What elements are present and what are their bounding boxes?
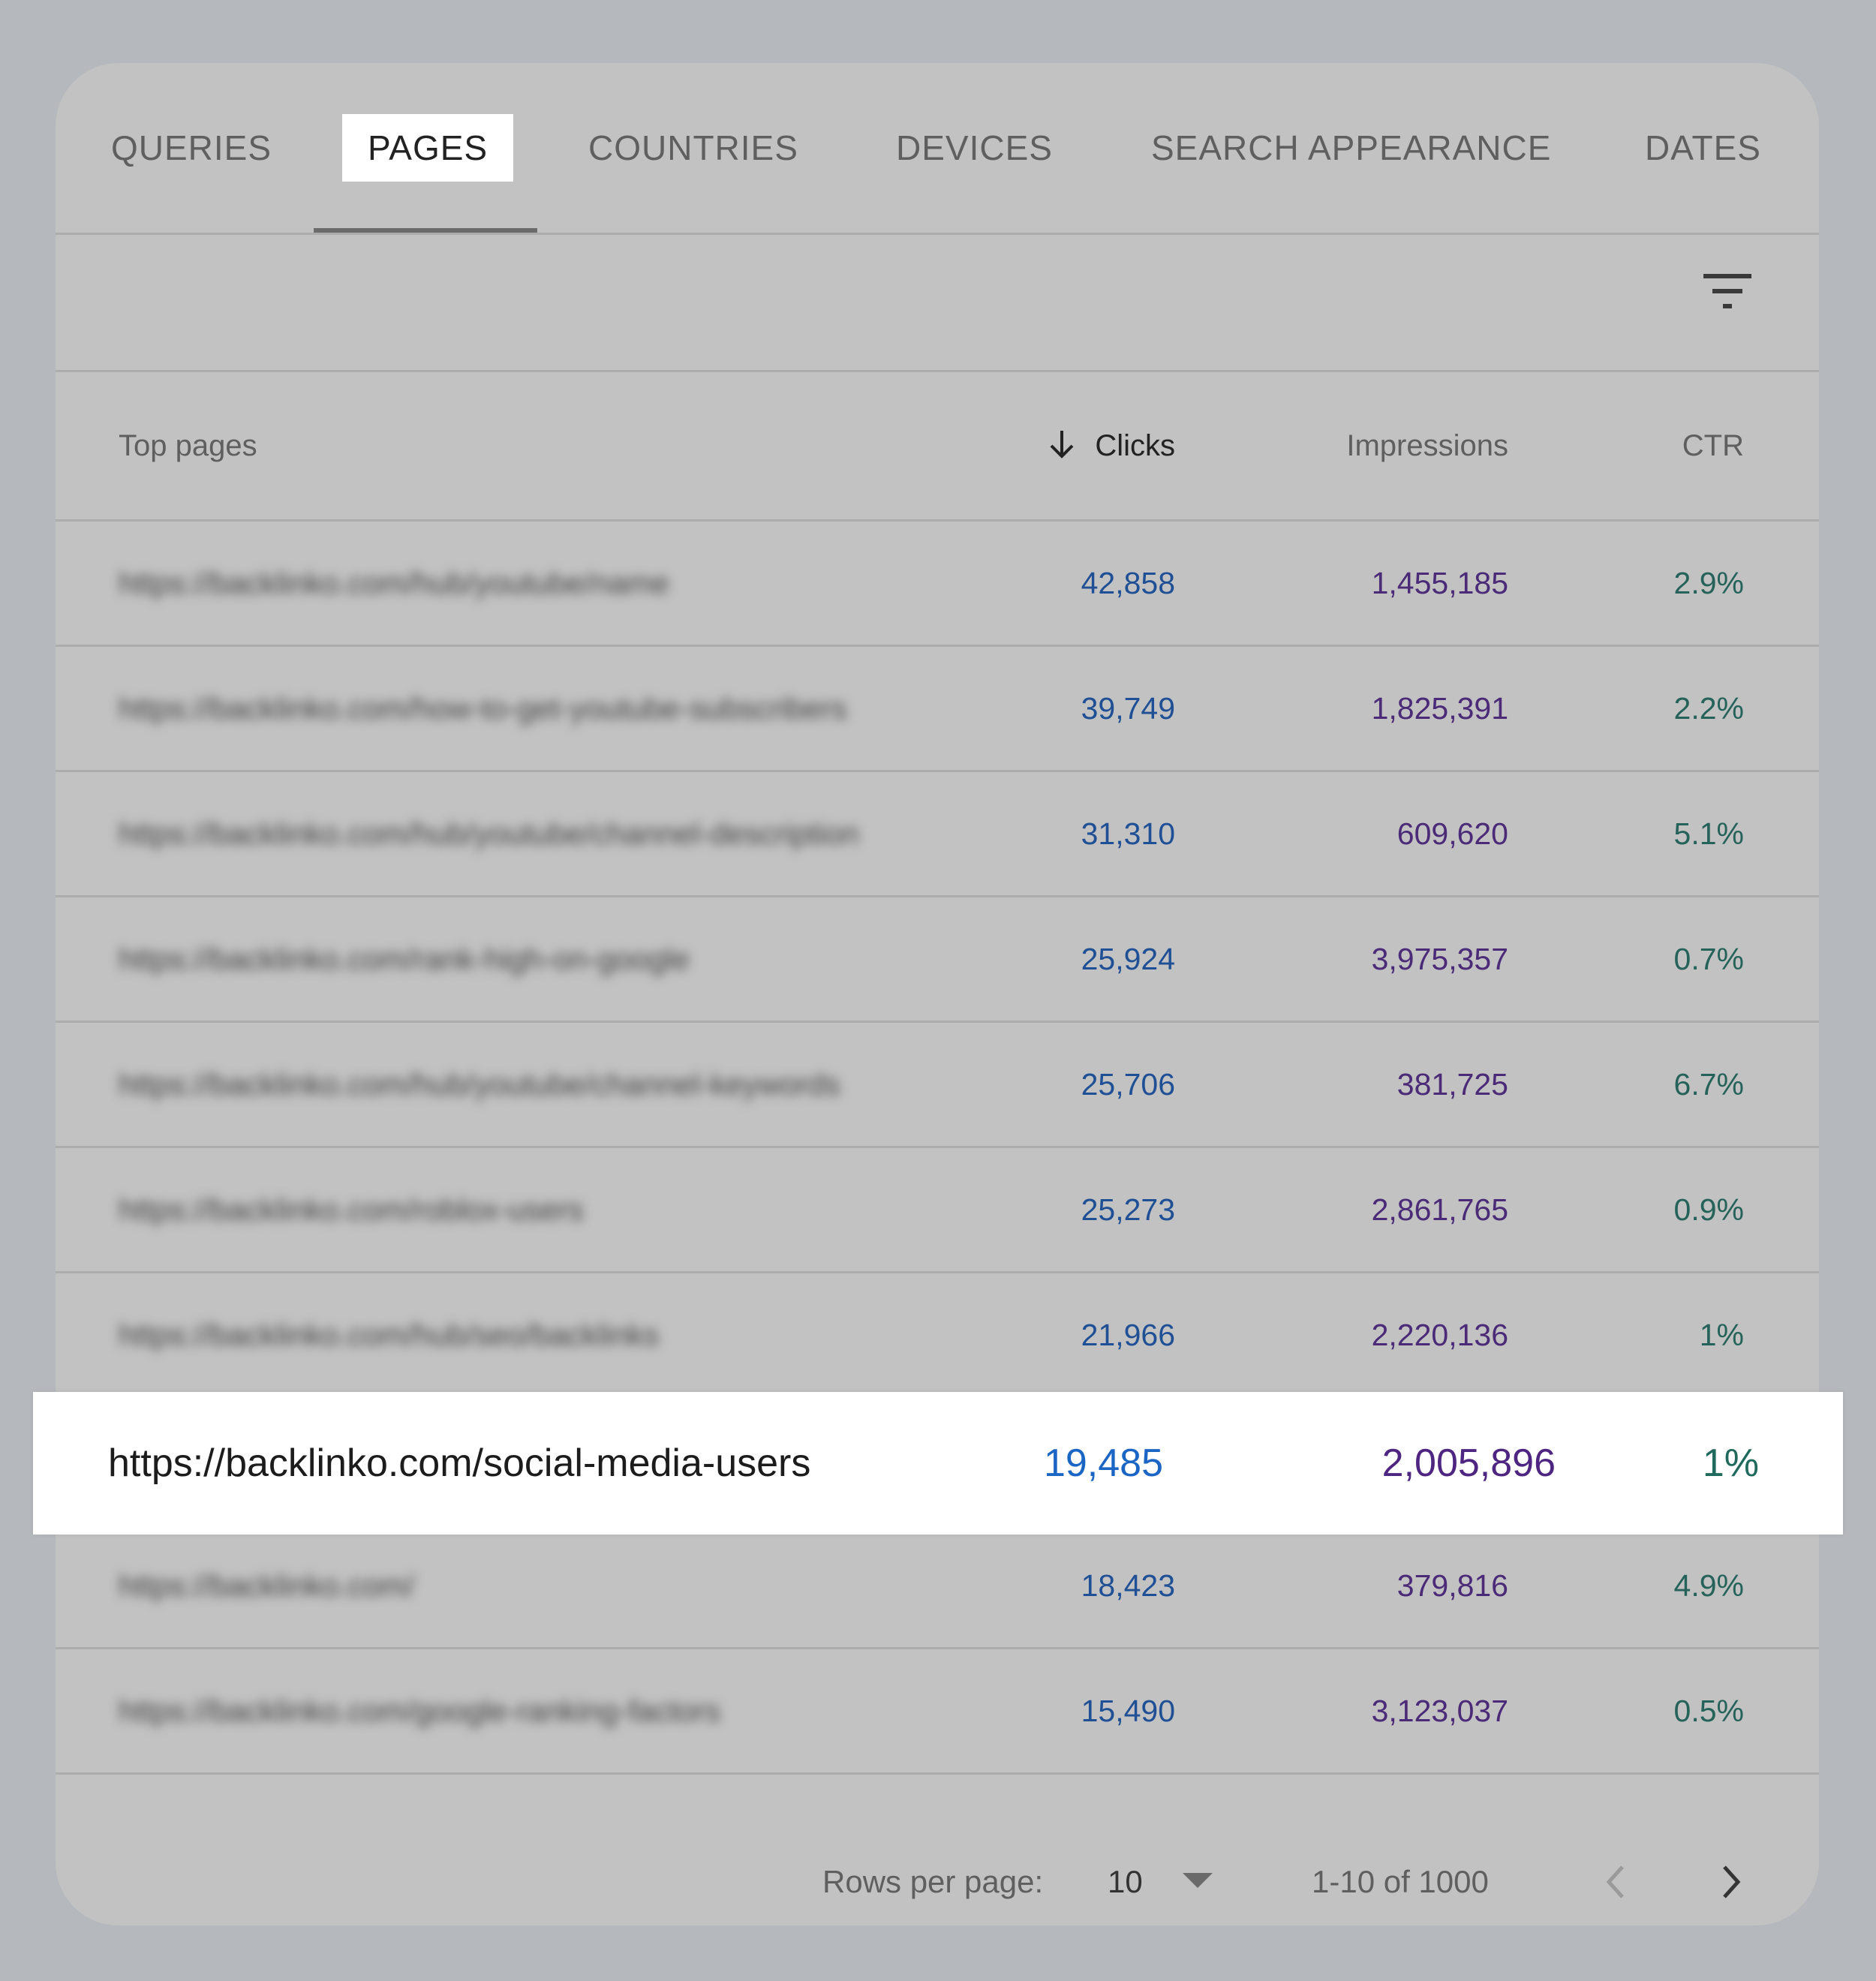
page-url[interactable]: https://backlinko.com/rank-high-on-googl… xyxy=(119,942,690,976)
page-url[interactable]: https://backlinko.com/hub/youtube/channe… xyxy=(119,816,859,851)
clicks-value: 42,858 xyxy=(1081,566,1175,600)
clicks-value: 18,423 xyxy=(1081,1568,1175,1603)
tab-pages[interactable]: PAGES xyxy=(342,114,514,182)
ctr-value: 4.9% xyxy=(1673,1568,1744,1603)
page-url[interactable]: https://backlinko.com/hub/seo/backlinks xyxy=(119,1318,660,1352)
performance-table-card: QUERIES PAGES COUNTRIES DEVICES SEARCH A… xyxy=(56,63,1819,1925)
column-header-ctr[interactable]: CTR xyxy=(1682,429,1744,462)
column-header-top-pages[interactable]: Top pages xyxy=(119,429,257,462)
pagination-range: 1-10 of 1000 xyxy=(1312,1864,1489,1899)
highlighted-page-url[interactable]: https://backlinko.com/social-media-users xyxy=(108,1441,811,1485)
page-url[interactable]: https://backlinko.com/hub/youtube/name xyxy=(119,566,669,600)
table-row[interactable]: https://backlinko.com/hub/youtube/name 4… xyxy=(56,522,1819,647)
clicks-value: 25,706 xyxy=(1081,1067,1175,1102)
clicks-value: 15,490 xyxy=(1081,1694,1175,1728)
table-row[interactable]: https://backlinko.com/hub/youtube/channe… xyxy=(56,1023,1819,1148)
tab-countries[interactable]: COUNTRIES xyxy=(588,128,798,167)
ctr-value: 0.5% xyxy=(1673,1694,1744,1728)
tab-devices[interactable]: DEVICES xyxy=(896,128,1053,167)
page-url[interactable]: https://backlinko.com/roblox-users xyxy=(119,1192,584,1227)
impressions-value: 609,620 xyxy=(1396,816,1508,851)
impressions-value: 2,861,765 xyxy=(1371,1192,1508,1227)
clicks-value: 39,749 xyxy=(1081,691,1175,726)
filter-bar xyxy=(56,235,1819,372)
impressions-value: 3,123,037 xyxy=(1371,1694,1508,1728)
chevron-right-icon[interactable] xyxy=(1712,1861,1748,1903)
column-header-clicks-label: Clicks xyxy=(1095,429,1175,462)
highlighted-clicks-value: 19,485 xyxy=(1043,1441,1163,1485)
impressions-value: 1,455,185 xyxy=(1371,566,1508,600)
table-header: Top pages Clicks Impressions CTR xyxy=(56,372,1819,522)
rows-per-page-select[interactable]: 10 xyxy=(1108,1864,1143,1899)
table-row[interactable]: https://backlinko.com/ 18,423 379,816 4.… xyxy=(56,1524,1819,1649)
ctr-value: 6.7% xyxy=(1673,1067,1744,1102)
rows-per-page-label: Rows per page: xyxy=(822,1864,1044,1899)
ctr-value: 5.1% xyxy=(1673,816,1744,851)
column-header-clicks[interactable]: Clicks xyxy=(1045,372,1175,519)
filter-icon[interactable] xyxy=(1703,274,1751,310)
clicks-value: 31,310 xyxy=(1081,816,1175,851)
column-header-impressions[interactable]: Impressions xyxy=(1346,429,1508,462)
table-row[interactable]: https://backlinko.com/hub/seo/backlinks … xyxy=(56,1273,1819,1399)
page-url[interactable]: https://backlinko.com/ xyxy=(119,1568,415,1603)
ctr-value: 0.9% xyxy=(1673,1192,1744,1227)
table-row[interactable]: https://backlinko.com/roblox-users 25,27… xyxy=(56,1148,1819,1273)
table-row[interactable]: https://backlinko.com/rank-high-on-googl… xyxy=(56,897,1819,1023)
impressions-value: 3,975,357 xyxy=(1371,942,1508,976)
page-url[interactable]: https://backlinko.com/how-to-get-youtube… xyxy=(119,691,847,726)
tab-search-appearance[interactable]: SEARCH APPEARANCE xyxy=(1151,128,1552,167)
clicks-value: 25,924 xyxy=(1081,942,1175,976)
clicks-value: 25,273 xyxy=(1081,1192,1175,1227)
pagination-bar: Rows per page: 10 1-10 of 1000 xyxy=(56,1838,1819,1925)
impressions-value: 381,725 xyxy=(1396,1067,1508,1102)
clicks-value: 21,966 xyxy=(1081,1318,1175,1352)
ctr-value: 2.9% xyxy=(1673,566,1744,600)
ctr-value: 2.2% xyxy=(1673,691,1744,726)
page-url[interactable]: https://backlinko.com/google-ranking-fac… xyxy=(119,1694,721,1728)
impressions-value: 2,220,136 xyxy=(1371,1318,1508,1352)
dropdown-arrow-icon[interactable] xyxy=(1183,1873,1213,1889)
highlighted-ctr-value: 1% xyxy=(1702,1441,1759,1485)
impressions-value: 379,816 xyxy=(1396,1568,1508,1603)
arrow-down-icon xyxy=(1050,431,1074,459)
ctr-value: 1% xyxy=(1699,1318,1744,1352)
active-tab-indicator xyxy=(314,228,537,233)
table-row[interactable]: https://backlinko.com/google-ranking-fac… xyxy=(56,1649,1819,1775)
tab-queries[interactable]: QUERIES xyxy=(111,128,272,167)
ctr-value: 0.7% xyxy=(1673,942,1744,976)
table-row[interactable]: https://backlinko.com/how-to-get-youtube… xyxy=(56,647,1819,772)
page-url[interactable]: https://backlinko.com/hub/youtube/channe… xyxy=(119,1067,840,1102)
table-row[interactable]: https://backlinko.com/hub/youtube/channe… xyxy=(56,772,1819,897)
dimension-tabs: QUERIES PAGES COUNTRIES DEVICES SEARCH A… xyxy=(56,63,1819,235)
highlighted-table-row[interactable]: https://backlinko.com/social-media-users… xyxy=(33,1392,1843,1535)
highlighted-impressions-value: 2,005,896 xyxy=(1381,1441,1556,1485)
chevron-left-icon[interactable] xyxy=(1598,1861,1634,1903)
tab-dates[interactable]: DATES xyxy=(1645,128,1761,167)
impressions-value: 1,825,391 xyxy=(1371,691,1508,726)
